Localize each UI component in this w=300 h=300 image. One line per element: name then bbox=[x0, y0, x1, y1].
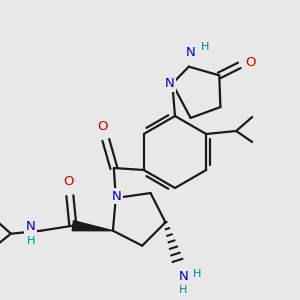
Text: N: N bbox=[178, 270, 188, 283]
Text: H: H bbox=[179, 285, 188, 296]
Text: H: H bbox=[27, 236, 35, 246]
Text: H: H bbox=[201, 42, 209, 52]
Text: N: N bbox=[164, 77, 174, 90]
Polygon shape bbox=[72, 221, 113, 231]
Text: N: N bbox=[112, 190, 122, 202]
Text: N: N bbox=[186, 46, 196, 59]
Text: N: N bbox=[26, 220, 36, 233]
Text: O: O bbox=[245, 56, 256, 69]
Text: O: O bbox=[98, 119, 108, 133]
Text: H: H bbox=[193, 269, 202, 279]
Text: O: O bbox=[64, 175, 74, 188]
